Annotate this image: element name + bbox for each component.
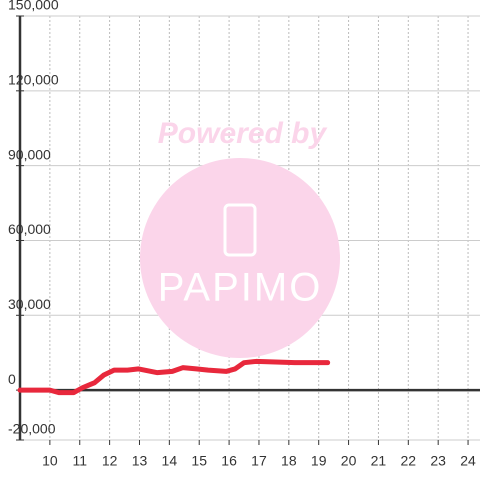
x-tick-label: 15 bbox=[191, 453, 207, 469]
x-tick-label: 24 bbox=[460, 453, 476, 469]
data-line bbox=[17, 358, 331, 396]
x-tick-label: 19 bbox=[311, 453, 327, 469]
x-tick-label: 20 bbox=[341, 453, 357, 469]
x-tick-label: 18 bbox=[281, 453, 297, 469]
watermark-brand: PAPIMO bbox=[158, 266, 323, 310]
x-tick-label: 13 bbox=[132, 453, 148, 469]
x-tick-label: 17 bbox=[251, 453, 267, 469]
y-tick-label: -20,000 bbox=[8, 421, 56, 437]
x-tick-label: 10 bbox=[42, 453, 58, 469]
watermark-circle bbox=[140, 158, 340, 358]
watermark-title: Powered by bbox=[158, 117, 328, 150]
y-tick-label: 60,000 bbox=[8, 221, 51, 237]
x-tick-label: 22 bbox=[401, 453, 417, 469]
x-tick-label: 23 bbox=[430, 453, 446, 469]
y-tick-label: 150,000 bbox=[8, 0, 59, 13]
watermark: Powered by PAPIMO bbox=[140, 117, 340, 358]
phone-icon bbox=[223, 203, 257, 257]
x-tick-label: 12 bbox=[102, 453, 118, 469]
x-tick-label: 11 bbox=[72, 453, 87, 469]
y-tick-label: 0 bbox=[8, 371, 16, 387]
x-tick-label: 16 bbox=[221, 453, 237, 469]
y-tick-label: 90,000 bbox=[8, 146, 51, 162]
y-tick-label: 30,000 bbox=[8, 296, 51, 312]
x-tick-label: 21 bbox=[371, 453, 387, 469]
y-tick-label: 120,000 bbox=[8, 72, 59, 88]
x-tick-label: 14 bbox=[162, 453, 178, 469]
